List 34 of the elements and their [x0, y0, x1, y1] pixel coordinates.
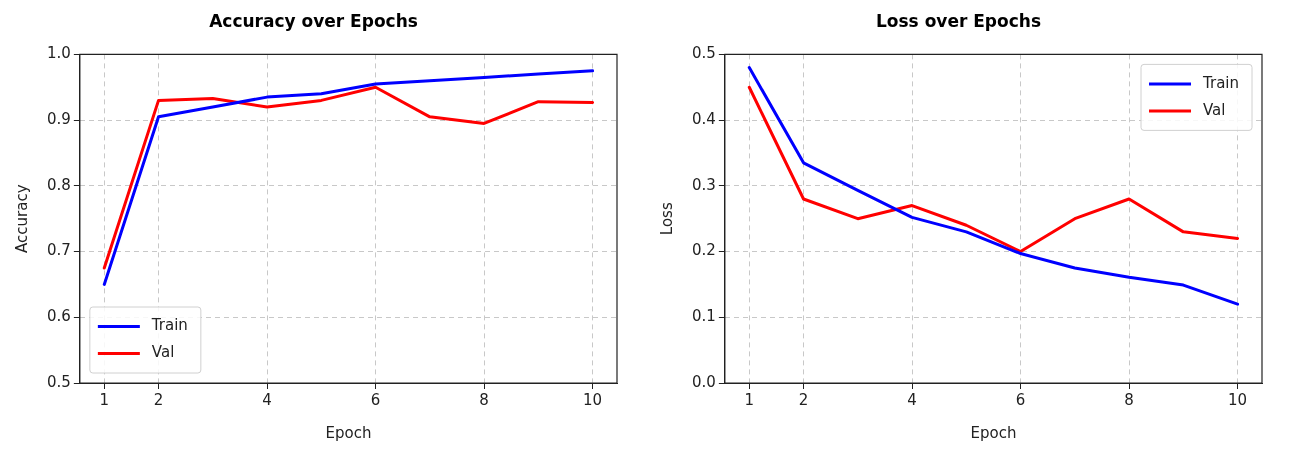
y-tick-label: 0.2	[692, 241, 716, 260]
y-axis-title: Loss	[657, 202, 676, 236]
x-axis-title: Epoch	[325, 423, 372, 442]
x-tick-label: 1	[744, 390, 755, 409]
x-tick-label: 6	[370, 390, 381, 409]
y-tick-label: 0.5	[47, 372, 71, 391]
x-tick-label: 8	[479, 390, 489, 409]
x-tick-label: 10	[1228, 390, 1248, 409]
y-tick-label: 1.0	[47, 44, 71, 63]
y-tick-label: 0.3	[692, 175, 716, 194]
y-tick-label: 0.8	[47, 175, 71, 194]
legend-label: Train	[150, 316, 188, 335]
chart-title: Loss over Epochs	[875, 10, 1042, 31]
legend-label: Train	[1202, 73, 1240, 92]
x-tick-label: 8	[1124, 390, 1134, 409]
y-axis-title: Accuracy	[12, 184, 31, 253]
y-tick-label: 0.5	[692, 44, 716, 63]
chart-title: Accuracy over Epochs	[209, 10, 418, 31]
y-tick-label: 0.9	[47, 110, 71, 129]
x-tick-label: 2	[153, 390, 164, 409]
y-tick-label: 0.7	[47, 241, 71, 260]
legend-label: Val	[151, 343, 175, 362]
x-tick-label: 10	[583, 390, 603, 409]
x-tick-label: 1	[99, 390, 110, 409]
x-tick-label: 4	[907, 390, 917, 409]
legend-label: Val	[1203, 100, 1226, 119]
x-axis-title: Epoch	[970, 423, 1017, 442]
x-tick-label: 6	[1015, 390, 1026, 409]
y-tick-label: 0.1	[692, 307, 716, 326]
y-tick-label: 0.6	[47, 307, 71, 326]
y-tick-label: 0.0	[692, 372, 716, 391]
x-tick-label: 2	[798, 390, 809, 409]
y-tick-label: 0.4	[692, 110, 716, 129]
x-tick-label: 4	[262, 390, 272, 409]
